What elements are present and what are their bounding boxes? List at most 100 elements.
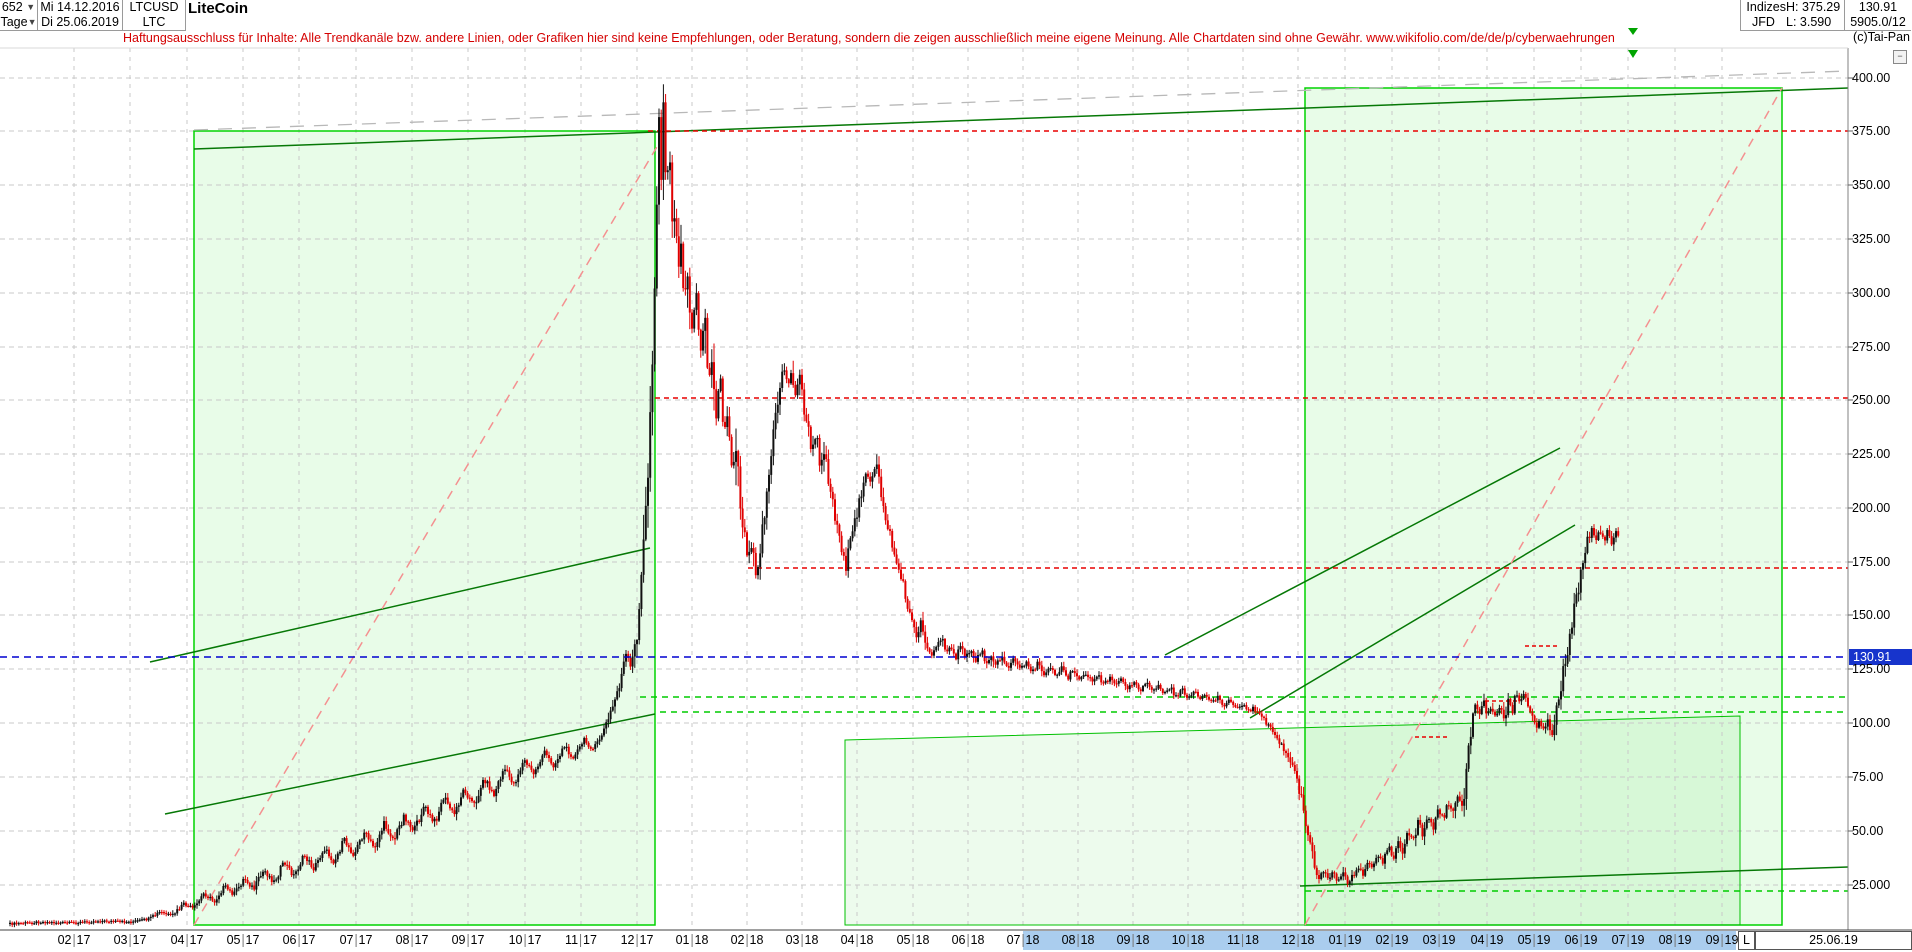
- chevron-down-icon[interactable]: ▼: [27, 17, 37, 27]
- month-tick-label: 12 18: [1281, 933, 1315, 947]
- month-tick-label: 04 17: [170, 933, 204, 947]
- last-date-cell: 25.06.19: [1755, 931, 1912, 950]
- price-tick-label: 175.00: [1852, 555, 1891, 569]
- trend-line: [193, 87, 1849, 150]
- month-tick-mark: [1627, 933, 1629, 947]
- month-tick-label: 08 17: [395, 933, 429, 947]
- price-tick-label: 325.00: [1852, 232, 1891, 246]
- month-tick-mark: [1533, 933, 1535, 947]
- period-dropdown[interactable]: Tage▼: [0, 15, 38, 31]
- month-tick-label: 10 17: [508, 933, 542, 947]
- month-tick-mark: [1580, 933, 1582, 947]
- month-tick-mark: [73, 933, 75, 947]
- price-tick-label: 75.00: [1852, 770, 1884, 784]
- month-tick-label: 08 18: [1061, 933, 1095, 947]
- chevron-down-icon[interactable]: ▼: [26, 2, 36, 12]
- trend-line: [149, 547, 651, 663]
- month-tick-mark: [298, 933, 300, 947]
- price-tick-label: 275.00: [1852, 340, 1891, 354]
- bar-count-value: 652: [1, 0, 23, 14]
- month-tick-label: 07 18: [1006, 933, 1040, 947]
- last-bar-pointer-icon: [1628, 50, 1638, 58]
- price-tick-label: 300.00: [1852, 286, 1891, 300]
- symbol-cell: LTCUSD: [123, 0, 186, 16]
- month-tick-mark: [1486, 933, 1488, 947]
- month-tick-mark: [1132, 933, 1134, 947]
- month-tick-mark: [1242, 933, 1244, 947]
- month-tick-label: 01 18: [675, 933, 709, 947]
- month-tick-mark: [1344, 933, 1346, 947]
- month-tick-label: 06 18: [951, 933, 985, 947]
- month-tick-mark: [636, 933, 638, 947]
- month-tick-label: 02 18: [730, 933, 764, 947]
- month-tick-mark: [129, 933, 131, 947]
- price-tick-label: 200.00: [1852, 501, 1891, 515]
- base-support-box: [845, 716, 1740, 925]
- bar-count-dropdown[interactable]: 652 ▼: [0, 0, 38, 16]
- current-price-badge: 130.91: [1849, 649, 1912, 665]
- volume-cell: 5905.0/12: [1845, 15, 1911, 31]
- month-tick-label: 02 19: [1375, 933, 1409, 947]
- trend-projection-box-border: [193, 130, 656, 926]
- month-tick-mark: [355, 933, 357, 947]
- broker-cell: JFD: [1740, 15, 1787, 31]
- month-tick-mark: [467, 933, 469, 947]
- month-tick-mark: [411, 933, 413, 947]
- last-bar-marker-icon: [1628, 28, 1638, 35]
- month-tick-label: 10 18: [1171, 933, 1205, 947]
- month-tick-label: 06 19: [1564, 933, 1598, 947]
- instrument-title: LiteCoin: [188, 0, 248, 17]
- grey-projection-line: [193, 70, 1849, 131]
- period-value: Tage: [0, 15, 28, 29]
- month-tick-label: 03 19: [1422, 933, 1456, 947]
- month-tick-label: 09 19: [1705, 933, 1739, 947]
- measured-move-line: [1304, 87, 1783, 926]
- month-tick-label: 05 19: [1517, 933, 1551, 947]
- measured-move-line: [193, 144, 659, 926]
- price-tick-label: 100.00: [1852, 716, 1891, 730]
- price-tick-label: 250.00: [1852, 393, 1891, 407]
- month-tick-mark: [856, 933, 858, 947]
- last-flag-cell: L: [1738, 931, 1755, 950]
- price-tick-label: 125.00: [1852, 662, 1891, 676]
- month-tick-mark: [524, 933, 526, 947]
- high-value-cell: H: 375.29: [1786, 0, 1845, 16]
- visible-range-highlight: [1023, 931, 1736, 950]
- price-tick-label: 350.00: [1852, 178, 1891, 192]
- month-tick-label: 09 18: [1116, 933, 1150, 947]
- price-tick-label: 150.00: [1852, 608, 1891, 622]
- month-tick-label: 05 17: [226, 933, 260, 947]
- month-tick-mark: [912, 933, 914, 947]
- exchange-cell: Indizes: [1740, 0, 1787, 16]
- month-tick-mark: [1022, 933, 1024, 947]
- month-tick-label: 05 18: [896, 933, 930, 947]
- price-tick-label: 375.00: [1852, 124, 1891, 138]
- last-price-cell: 130.91: [1845, 0, 1911, 16]
- month-tick-label: 07 19: [1611, 933, 1645, 947]
- trend-line: [164, 713, 656, 815]
- trend-projection-box: [194, 131, 655, 925]
- month-tick-mark: [1077, 933, 1079, 947]
- month-tick-mark: [691, 933, 693, 947]
- price-tick-label: 25.000: [1852, 878, 1891, 892]
- month-tick-mark: [580, 933, 582, 947]
- month-tick-mark: [1391, 933, 1393, 947]
- ticker-cell: LTC: [123, 15, 186, 31]
- price-tick-label: 225.00: [1852, 447, 1891, 461]
- month-tick-mark: [746, 933, 748, 947]
- candle-series: [9, 84, 1620, 928]
- month-tick-mark: [242, 933, 244, 947]
- month-tick-label: 01 19: [1328, 933, 1362, 947]
- month-tick-mark: [801, 933, 803, 947]
- disclaimer-text: Haftungsausschluss für Inhalte: Alle Tre…: [123, 31, 1615, 45]
- end-date-cell: Di 25.06.2019: [38, 15, 123, 31]
- month-tick-label: 03 18: [785, 933, 819, 947]
- month-tick-label: 09 17: [451, 933, 485, 947]
- trend-line: [1299, 866, 1849, 887]
- axis-minimize-button[interactable]: −: [1893, 50, 1907, 64]
- month-tick-label: 06 17: [282, 933, 316, 947]
- base-support-box-border: [844, 715, 1741, 926]
- month-tick-label: 02 17: [57, 933, 91, 947]
- price-tick-label: 50.00: [1852, 824, 1884, 838]
